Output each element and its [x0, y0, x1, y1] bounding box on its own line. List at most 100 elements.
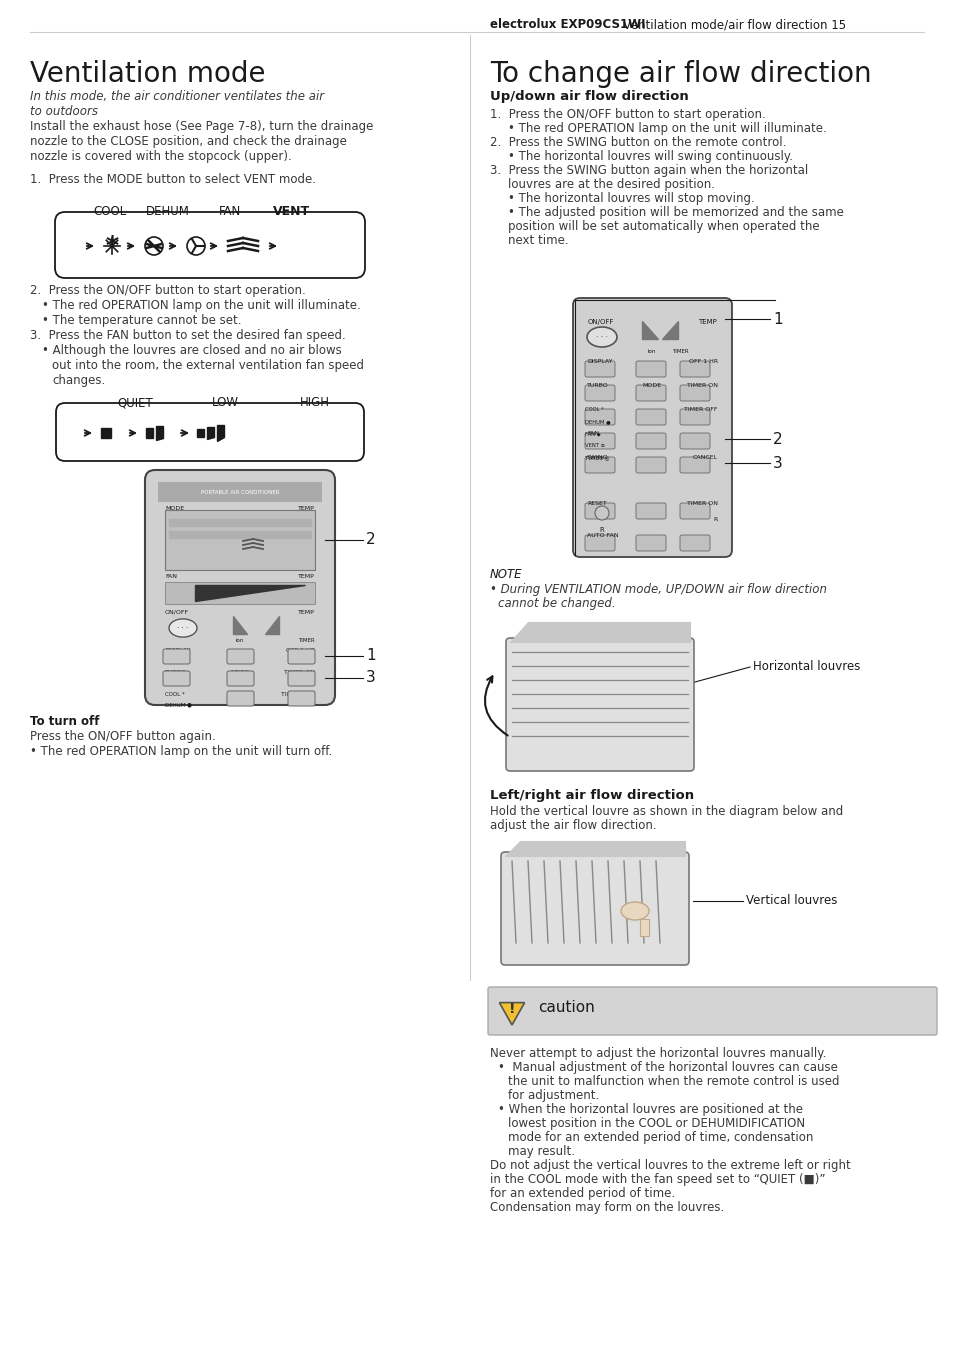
Text: DEHUM ●: DEHUM ● — [584, 418, 610, 424]
Text: SWING: SWING — [586, 455, 608, 460]
Text: nozzle is covered with the stopcock (upper).: nozzle is covered with the stopcock (upp… — [30, 150, 292, 163]
Polygon shape — [233, 616, 247, 634]
Text: NOTE: NOTE — [490, 568, 522, 580]
Polygon shape — [156, 427, 163, 440]
Text: OFF 1 HR: OFF 1 HR — [286, 648, 314, 653]
Text: position will be set automatically when operated the: position will be set automatically when … — [507, 220, 819, 234]
Text: 2.  Press the SWING button on the remote control.: 2. Press the SWING button on the remote … — [490, 136, 785, 148]
Text: 2: 2 — [366, 532, 375, 548]
Text: TIMER OFF: TIMER OFF — [684, 406, 718, 412]
Circle shape — [595, 506, 608, 520]
Text: *: * — [106, 234, 118, 258]
Text: • During VENTILATION mode, UP/DOWN air flow direction: • During VENTILATION mode, UP/DOWN air f… — [490, 583, 826, 595]
Text: DEHUM ●: DEHUM ● — [165, 702, 192, 707]
Text: R: R — [713, 517, 718, 522]
Text: ON/OFF: ON/OFF — [587, 319, 614, 325]
Text: TURBO: TURBO — [586, 383, 608, 387]
Polygon shape — [194, 585, 305, 601]
Text: Horizontal louvres: Horizontal louvres — [752, 660, 860, 672]
Text: • The horizontal louvres will stop moving.: • The horizontal louvres will stop movin… — [507, 192, 754, 205]
Polygon shape — [498, 1003, 524, 1025]
Text: 1: 1 — [366, 648, 375, 663]
FancyBboxPatch shape — [584, 504, 615, 518]
Text: Up/down air flow direction: Up/down air flow direction — [490, 90, 688, 103]
Text: DISPLAY: DISPLAY — [586, 359, 612, 364]
Text: 3.  Press the FAN button to set the desired fan speed.: 3. Press the FAN button to set the desir… — [30, 329, 345, 342]
Text: FAN ◆: FAN ◆ — [584, 431, 600, 436]
Text: TIMER ON: TIMER ON — [686, 383, 718, 387]
FancyBboxPatch shape — [636, 535, 665, 551]
FancyBboxPatch shape — [573, 298, 731, 558]
FancyBboxPatch shape — [679, 385, 709, 401]
Text: 1: 1 — [772, 312, 781, 327]
Polygon shape — [510, 622, 689, 643]
Text: Left/right air flow direction: Left/right air flow direction — [490, 788, 694, 802]
Text: • The red OPERATION lamp on the unit will illuminate.: • The red OPERATION lamp on the unit wil… — [42, 298, 360, 312]
Text: •  Manual adjustment of the horizontal louvres can cause: • Manual adjustment of the horizontal lo… — [497, 1061, 837, 1075]
Text: • The red OPERATION lamp on the unit will turn off.: • The red OPERATION lamp on the unit wil… — [30, 745, 332, 757]
Text: VENT: VENT — [274, 205, 311, 217]
Text: · · ·: · · · — [596, 332, 607, 342]
FancyBboxPatch shape — [636, 409, 665, 425]
Text: VENT ≡: VENT ≡ — [584, 443, 604, 448]
Text: next time.: next time. — [507, 234, 568, 247]
Text: cannot be changed.: cannot be changed. — [497, 597, 615, 610]
Polygon shape — [265, 616, 278, 634]
Polygon shape — [101, 428, 111, 437]
Text: TURBO ◎: TURBO ◎ — [584, 455, 609, 460]
Ellipse shape — [169, 618, 196, 637]
Text: Hold the vertical louvre as shown in the diagram below and: Hold the vertical louvre as shown in the… — [490, 805, 842, 818]
FancyBboxPatch shape — [584, 409, 615, 425]
Text: ON/OFF: ON/OFF — [165, 610, 189, 616]
Text: Never attempt to adjust the horizontal louvres manually.: Never attempt to adjust the horizontal l… — [490, 1048, 825, 1060]
Text: adjust the air flow direction.: adjust the air flow direction. — [490, 819, 656, 832]
Text: RESET: RESET — [586, 501, 606, 506]
Text: • The horizontal louvres will swing continuously.: • The horizontal louvres will swing cont… — [507, 150, 792, 163]
Text: FAN: FAN — [218, 205, 241, 217]
Text: in the COOL mode with the fan speed set to “QUIET (■)”: in the COOL mode with the fan speed set … — [490, 1173, 824, 1187]
FancyBboxPatch shape — [55, 212, 365, 278]
Text: ion: ion — [235, 639, 244, 643]
Text: TEMP: TEMP — [298, 610, 314, 616]
Bar — [165, 510, 314, 570]
Text: may result.: may result. — [507, 1145, 575, 1158]
Text: FAN: FAN — [586, 431, 598, 436]
Text: 3: 3 — [772, 455, 781, 471]
Text: 1.  Press the MODE button to select VENT mode.: 1. Press the MODE button to select VENT … — [30, 173, 315, 186]
Text: COOL *: COOL * — [165, 693, 185, 697]
Text: electrolux EXP09CS1WI: electrolux EXP09CS1WI — [490, 18, 645, 31]
Bar — [165, 582, 314, 603]
Text: • Although the louvres are closed and no air blows: • Although the louvres are closed and no… — [42, 344, 341, 356]
FancyBboxPatch shape — [584, 458, 615, 472]
Text: for adjustment.: for adjustment. — [507, 1089, 598, 1102]
Text: 1.  Press the ON/OFF button to start operation.: 1. Press the ON/OFF button to start oper… — [490, 108, 765, 122]
FancyBboxPatch shape — [163, 649, 190, 664]
Polygon shape — [641, 321, 658, 339]
Text: TURBO: TURBO — [165, 670, 187, 675]
Text: MODE: MODE — [165, 506, 184, 512]
FancyBboxPatch shape — [288, 671, 314, 686]
FancyBboxPatch shape — [636, 458, 665, 472]
Text: !: ! — [508, 1002, 515, 1017]
FancyBboxPatch shape — [488, 987, 936, 1035]
Text: To change air flow direction: To change air flow direction — [490, 59, 871, 88]
Polygon shape — [146, 428, 152, 437]
FancyBboxPatch shape — [145, 470, 335, 705]
Text: • The temperature cannot be set.: • The temperature cannot be set. — [42, 315, 241, 327]
FancyBboxPatch shape — [500, 852, 688, 965]
Text: 2.  Press the ON/OFF button to start operation.: 2. Press the ON/OFF button to start oper… — [30, 284, 305, 297]
Text: MODE: MODE — [231, 670, 250, 675]
Text: QUIET: QUIET — [117, 396, 152, 409]
Text: DISPLAY: DISPLAY — [165, 648, 191, 653]
Text: louvres are at the desired position.: louvres are at the desired position. — [507, 178, 714, 190]
FancyBboxPatch shape — [679, 504, 709, 518]
Text: • The adjusted position will be memorized and the same: • The adjusted position will be memorize… — [507, 207, 843, 219]
Text: TEMP: TEMP — [698, 319, 717, 325]
FancyBboxPatch shape — [636, 385, 665, 401]
FancyBboxPatch shape — [227, 691, 253, 706]
FancyBboxPatch shape — [679, 409, 709, 425]
Text: TIMER OFF: TIMER OFF — [281, 693, 314, 697]
Text: Do not adjust the vertical louvres to the extreme left or right: Do not adjust the vertical louvres to th… — [490, 1160, 850, 1172]
Text: HIGH: HIGH — [299, 396, 330, 409]
Text: COOL *: COOL * — [584, 406, 603, 412]
